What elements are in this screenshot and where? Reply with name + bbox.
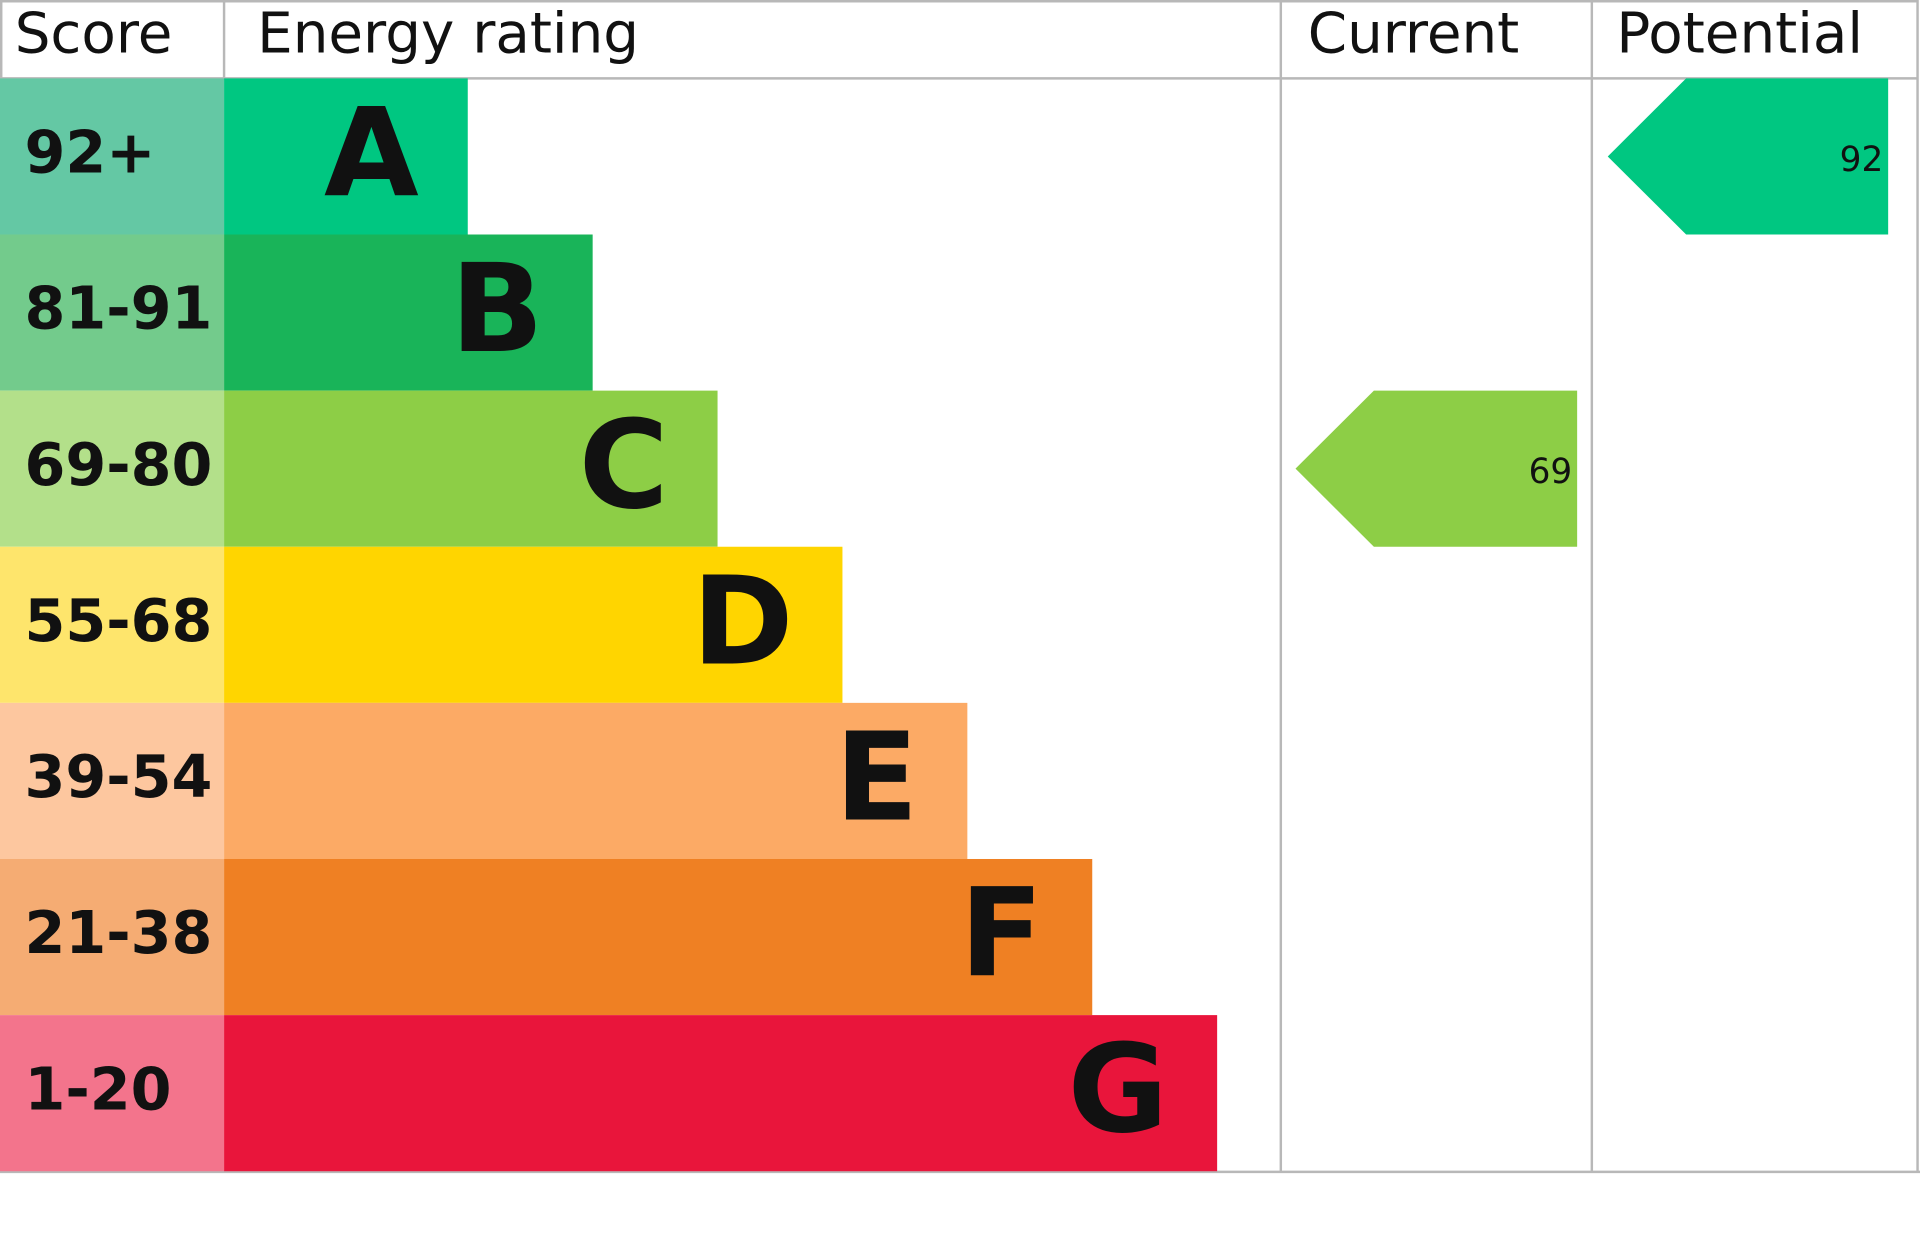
rating-letter: C <box>579 393 669 536</box>
score-label: 39-54 <box>24 742 212 811</box>
rating-bar <box>224 858 1093 1016</box>
header-potential: Potential <box>1616 1 1863 66</box>
rating-bar <box>224 546 843 703</box>
score-label: 69-80 <box>24 430 212 499</box>
header-current: Current <box>1308 1 1520 66</box>
score-cell <box>0 1015 225 1172</box>
rating-bar <box>224 1015 1218 1172</box>
bands: 92+ A 81-91 B 69-80 C 55-68 D 39-54 E 21-38 F 1-20 G 6… <box>0 78 1889 1172</box>
score-label: 21-38 <box>24 898 212 967</box>
rating-bar <box>224 234 593 391</box>
potential-arrow <box>1607 78 1889 235</box>
potential-value: 92 <box>1840 140 1884 180</box>
score-label: 92+ <box>24 118 155 187</box>
rating-bar <box>224 702 968 859</box>
score-cell <box>0 858 225 1016</box>
rating-letter: D <box>692 549 794 692</box>
score-cell <box>0 390 225 547</box>
score-cell <box>0 546 225 703</box>
score-cell <box>0 78 225 235</box>
header-score: Score <box>15 1 173 66</box>
current-value: 69 <box>1529 452 1573 492</box>
rating-letter: B <box>450 237 543 380</box>
score-label: 55-68 <box>24 586 212 655</box>
score-label: 1-20 <box>24 1054 171 1123</box>
rating-letter: G <box>1068 1018 1169 1161</box>
score-cell <box>0 702 225 859</box>
rating-bar <box>224 390 718 547</box>
rating-letter: E <box>835 706 919 849</box>
rating-bar <box>224 78 468 235</box>
current-arrow <box>1295 390 1578 547</box>
score-cell <box>0 234 225 391</box>
score-label: 81-91 <box>24 274 212 343</box>
header-rating: Energy rating <box>257 1 639 66</box>
rating-letter: A <box>324 81 419 224</box>
rating-letter: F <box>960 862 1044 1005</box>
